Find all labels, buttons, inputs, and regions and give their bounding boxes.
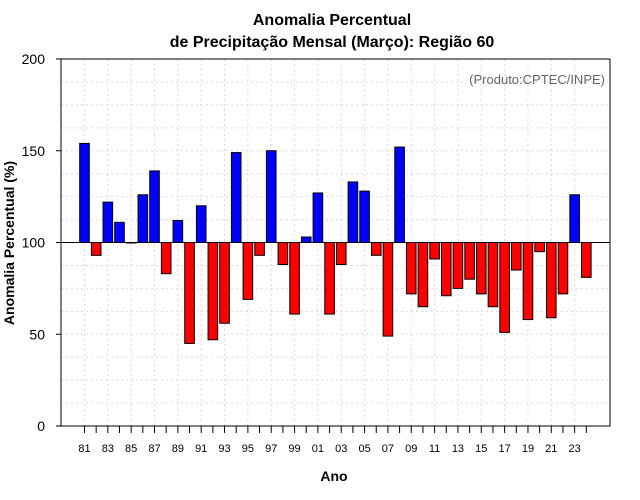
bar-00 — [300, 236, 312, 243]
x-tick-label: 03 — [335, 443, 347, 455]
x-tick-label: 95 — [242, 443, 254, 455]
x-tick-label: 23 — [569, 443, 581, 455]
bar-83 — [102, 201, 114, 244]
bar-98 — [277, 242, 289, 266]
x-tick-label: 05 — [358, 443, 370, 455]
bar-15 — [475, 242, 487, 295]
bar-96 — [254, 242, 265, 256]
x-tick-label: 09 — [405, 443, 417, 455]
bar-17 — [499, 242, 510, 333]
bar-12 — [440, 242, 452, 297]
y-tick-label: 200 — [22, 51, 46, 67]
x-tick-label: 83 — [102, 443, 114, 455]
bar-20 — [534, 242, 545, 253]
bar-09 — [405, 242, 417, 295]
chart-title-line1: Anomalia Percentual — [253, 12, 411, 29]
x-tick-label: 01 — [312, 443, 324, 455]
x-tick-label: 89 — [172, 443, 184, 455]
bar-92 — [207, 242, 219, 341]
chart-title-line2: de Precipitação Mensal (Março): Região 6… — [170, 34, 495, 51]
bar-13 — [452, 242, 464, 289]
y-tick-label: 100 — [22, 235, 46, 251]
bar-89 — [172, 219, 184, 243]
bar-99 — [289, 242, 300, 315]
bar-19 — [522, 242, 534, 321]
x-axis-label: Ano — [320, 468, 347, 484]
bar-90 — [184, 242, 195, 344]
x-tick-label: 17 — [498, 443, 510, 455]
bar-02 — [324, 242, 335, 315]
bar-85 — [125, 242, 137, 244]
x-tick-label: 85 — [125, 443, 137, 455]
x-tick-label: 81 — [78, 443, 90, 455]
bar-86 — [137, 194, 149, 243]
bar-21 — [546, 242, 557, 319]
bar-87 — [149, 170, 160, 243]
bar-22 — [557, 242, 569, 295]
bar-91 — [195, 205, 207, 244]
x-tick-label: 91 — [195, 443, 207, 455]
bar-81 — [79, 142, 90, 243]
x-tick-label: 15 — [475, 443, 487, 455]
bar-95 — [242, 242, 254, 300]
y-tick-label: 0 — [37, 418, 45, 434]
bar-10 — [417, 242, 429, 308]
x-tick-label: 19 — [522, 443, 534, 455]
credit-text: (Produto:CPTEC/INPE) — [469, 72, 605, 87]
x-tick-label: 21 — [545, 443, 557, 455]
y-axis: 0 50 100 150 200 — [22, 51, 61, 434]
bar-03 — [335, 242, 347, 266]
y-axis-label: Anomalia Percentual (%) — [1, 161, 17, 325]
bar-24 — [581, 242, 592, 278]
bar-11 — [429, 242, 440, 260]
bar-04 — [347, 181, 359, 244]
bar-07 — [382, 242, 394, 337]
x-tick-label: 97 — [265, 443, 277, 455]
bar-84 — [114, 221, 125, 243]
bar-16 — [487, 242, 499, 308]
y-tick-label: 50 — [29, 326, 45, 342]
bar-01 — [312, 192, 324, 243]
bar-88 — [160, 242, 172, 275]
x-axis: 81 83 85 87 89 91 93 95 97 99 01 03 05 07 09 11 13 15 17 19… — [78, 426, 587, 455]
bar-93 — [219, 242, 230, 324]
bar-06 — [370, 242, 382, 256]
bar-23 — [569, 194, 580, 243]
y-tick-label: 150 — [22, 143, 46, 159]
bar-05 — [359, 190, 370, 243]
bar-14 — [464, 242, 475, 280]
x-tick-label: 11 — [429, 443, 440, 455]
x-tick-label: 07 — [382, 443, 394, 455]
x-tick-label: 99 — [288, 443, 300, 455]
bar-18 — [510, 242, 522, 271]
x-tick-label: 87 — [148, 443, 160, 455]
bar-08 — [394, 146, 405, 243]
x-tick-label: 13 — [452, 443, 464, 455]
bars — [79, 142, 592, 344]
x-tick-label: 93 — [218, 443, 230, 455]
bar-97 — [265, 150, 277, 243]
bar-94 — [230, 152, 242, 243]
bar-82 — [90, 242, 102, 256]
